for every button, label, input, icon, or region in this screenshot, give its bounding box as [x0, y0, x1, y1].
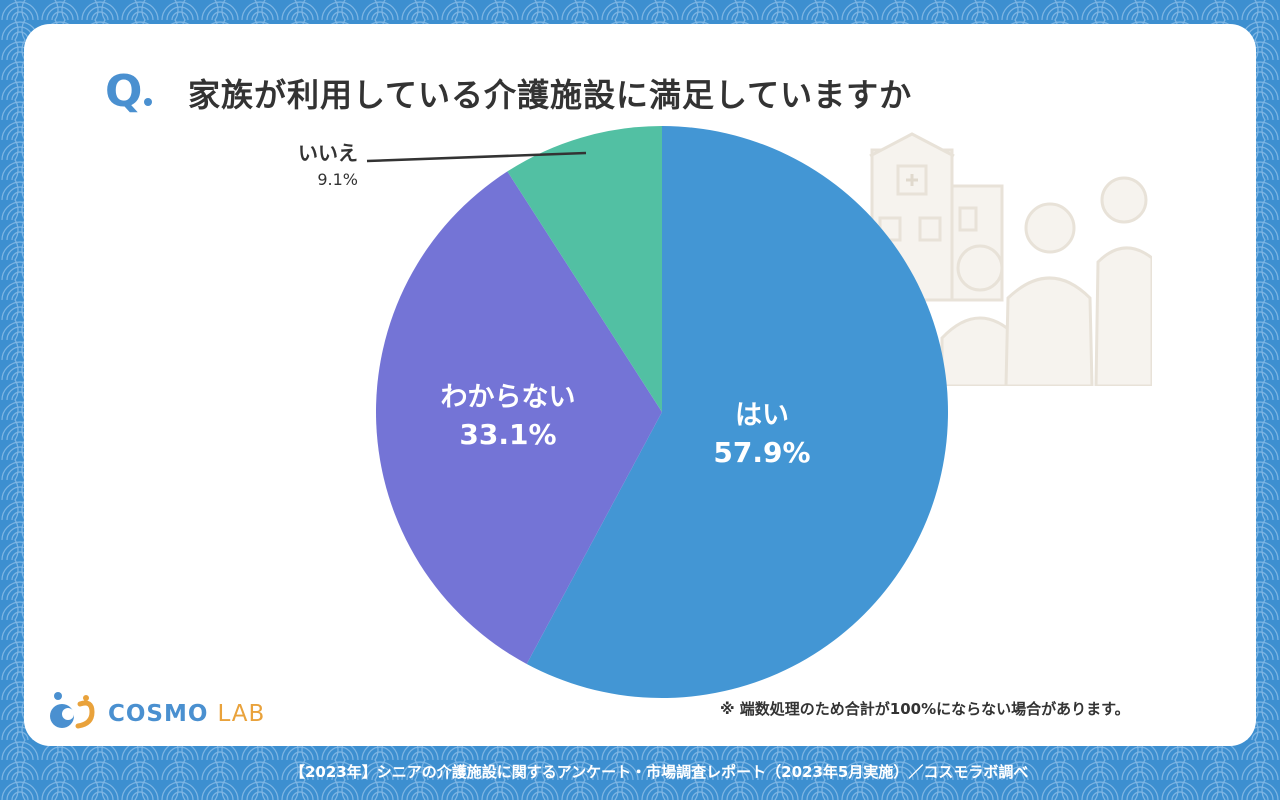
chart-title: 家族が利用している介護施設に満足していますか [188, 76, 913, 114]
pie-slice-wakaranai [376, 171, 662, 664]
leader-line-iie [366, 151, 587, 163]
pie-slice-hai [526, 126, 948, 699]
slice-name-wakaranai: わからない [440, 382, 576, 413]
rounding-note: ※ 端数処理のため合計が100%にならない場合があります。 [720, 700, 1130, 718]
slice-name-hai: はい [735, 400, 789, 431]
slice-name-iie: いいえ [298, 141, 358, 165]
pie-slice-iie [507, 126, 662, 412]
q-dot-icon [144, 98, 153, 106]
care-facility-illustration [869, 132, 1152, 386]
slice-label-hai: はい 57.9% [697, 398, 827, 472]
cosmo-lab-logo-icon [50, 692, 95, 729]
slice-label-iie: いいえ 9.1% [270, 138, 358, 192]
logo-wordmark: COSMO LAB [108, 701, 265, 727]
pie-slices [376, 126, 948, 699]
slice-value-hai: 57.9% [713, 436, 811, 470]
question-mark-label: Q [105, 70, 153, 114]
logo-sub-text: LAB [217, 701, 266, 727]
slice-label-wakaranai: わからない 33.1% [418, 380, 598, 454]
slice-value-iie: 9.1% [317, 170, 358, 189]
logo-main-text: COSMO [108, 701, 209, 727]
source-footer: 【2023年】シニアの介護施設に関するアンケート・市場調査レポート（2023年5… [290, 763, 1029, 781]
slice-value-wakaranai: 33.1% [459, 418, 557, 452]
